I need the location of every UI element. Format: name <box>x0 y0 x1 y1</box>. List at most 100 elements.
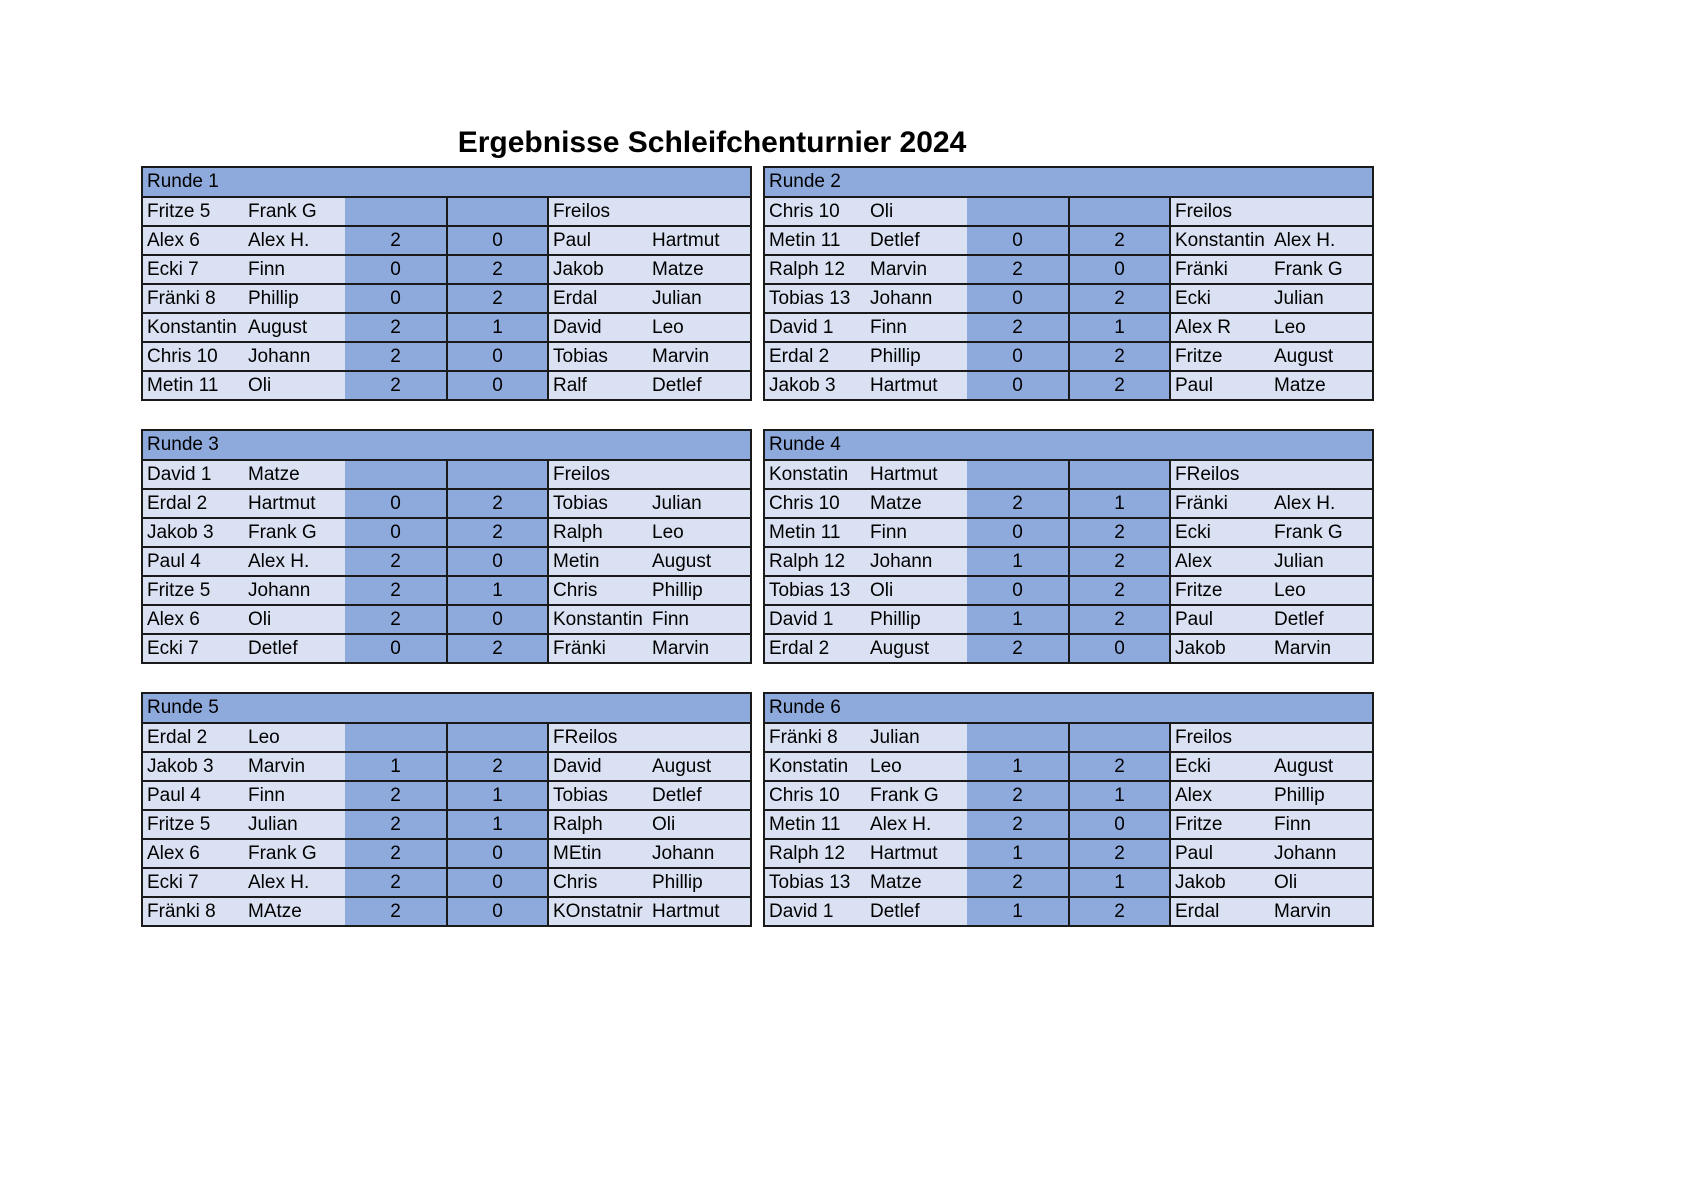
home-player-1: Fränki 8 <box>143 285 244 312</box>
home-score: 2 <box>345 227 446 254</box>
away-player-2: Leo <box>648 519 750 546</box>
home-player-2: Alex H. <box>244 869 345 896</box>
home-score: 2 <box>967 635 1068 662</box>
home-score: 0 <box>345 519 446 546</box>
away-player-2: Phillip <box>648 577 750 604</box>
away-score: 2 <box>1068 898 1169 925</box>
away-player-2 <box>648 198 750 225</box>
away-player-2: Julian <box>1270 285 1372 312</box>
home-score: 2 <box>967 811 1068 838</box>
away-player-1: Fränki <box>547 635 648 662</box>
home-score: 0 <box>967 227 1068 254</box>
home-player-2: Oli <box>244 372 345 399</box>
away-player-2: Julian <box>648 490 750 517</box>
match-row: Konstantin August 2 1 David Leo <box>143 314 750 343</box>
match-row: Ecki 7 Detlef 0 2 Fränki Marvin <box>143 635 750 662</box>
away-player-2: Hartmut <box>648 227 750 254</box>
away-score: 2 <box>1068 606 1169 633</box>
away-score: 1 <box>1068 782 1169 809</box>
away-player-1: Metin <box>547 548 648 575</box>
away-player-1: Fränki <box>1169 490 1270 517</box>
match-row: Erdal 2 Leo FReilos <box>143 724 750 753</box>
home-score: 2 <box>345 869 446 896</box>
match-row: Fritze 5 Johann 2 1 Chris Phillip <box>143 577 750 606</box>
match-row: Alex 6 Frank G 2 0 MEtin Johann <box>143 840 750 869</box>
away-score: 1 <box>1068 490 1169 517</box>
home-player-1: David 1 <box>765 606 866 633</box>
away-player-1: Chris <box>547 869 648 896</box>
home-player-1: Chris 10 <box>765 782 866 809</box>
home-player-2: Matze <box>244 461 345 488</box>
match-row: David 1 Phillip 1 2 Paul Detlef <box>765 606 1372 635</box>
away-score <box>446 724 547 751</box>
away-player-2 <box>1270 724 1372 751</box>
away-player-1: Jakob <box>1169 869 1270 896</box>
home-player-1: Jakob 3 <box>143 519 244 546</box>
match-row: Fränki 8 Julian Freilos <box>765 724 1372 753</box>
away-player-2: Marvin <box>1270 898 1372 925</box>
away-player-1: FReilos <box>547 724 648 751</box>
home-player-1: Tobias 13 <box>765 869 866 896</box>
away-player-2: Leo <box>1270 577 1372 604</box>
away-player-2 <box>648 724 750 751</box>
home-player-2: Alex H. <box>244 227 345 254</box>
away-score: 0 <box>446 898 547 925</box>
away-score: 2 <box>446 753 547 780</box>
away-player-1: MEtin <box>547 840 648 867</box>
away-player-1: Tobias <box>547 782 648 809</box>
home-player-2: Finn <box>244 256 345 283</box>
home-player-2: Frank G <box>244 198 345 225</box>
home-player-2: Johann <box>244 577 345 604</box>
home-score: 2 <box>967 869 1068 896</box>
away-player-2: Marvin <box>1270 635 1372 662</box>
home-player-1: Ecki 7 <box>143 869 244 896</box>
home-player-2: Oli <box>244 606 345 633</box>
away-player-1: FReilos <box>1169 461 1270 488</box>
away-player-1: Fritze <box>1169 577 1270 604</box>
home-player-2: Johann <box>244 343 345 370</box>
home-player-1: Ralph 12 <box>765 256 866 283</box>
home-player-2: Hartmut <box>866 372 967 399</box>
away-player-2: Alex H. <box>1270 227 1372 254</box>
home-score: 0 <box>967 519 1068 546</box>
away-player-1: Konstantin <box>547 606 648 633</box>
away-player-1: Ecki <box>1169 519 1270 546</box>
away-player-1: Alex R <box>1169 314 1270 341</box>
away-player-2 <box>1270 198 1372 225</box>
home-player-2: Alex H. <box>244 548 345 575</box>
match-row: Chris 10 Oli Freilos <box>765 198 1372 227</box>
home-player-2: August <box>866 635 967 662</box>
home-score: 0 <box>967 372 1068 399</box>
away-player-1: Fritze <box>1169 811 1270 838</box>
home-score: 0 <box>967 343 1068 370</box>
home-player-2: Alex H. <box>866 811 967 838</box>
away-score: 1 <box>1068 314 1169 341</box>
match-row: Alex 6 Oli 2 0 Konstantin Finn <box>143 606 750 635</box>
match-row: Jakob 3 Marvin 1 2 David August <box>143 753 750 782</box>
away-score: 2 <box>446 256 547 283</box>
away-score: 1 <box>446 782 547 809</box>
away-player-1: Ecki <box>1169 753 1270 780</box>
home-score <box>967 461 1068 488</box>
round-header: Runde 3 <box>143 431 750 461</box>
away-player-2 <box>648 461 750 488</box>
away-player-1: Fränki <box>1169 256 1270 283</box>
away-player-2 <box>1270 461 1372 488</box>
home-player-1: Paul 4 <box>143 782 244 809</box>
away-score: 1 <box>446 577 547 604</box>
away-score: 0 <box>446 227 547 254</box>
match-row: Erdal 2 Phillip 0 2 Fritze August <box>765 343 1372 372</box>
match-row: Jakob 3 Frank G 0 2 Ralph Leo <box>143 519 750 548</box>
match-row: Chris 10 Johann 2 0 Tobias Marvin <box>143 343 750 372</box>
away-player-2: Frank G <box>1270 519 1372 546</box>
home-player-2: Finn <box>866 519 967 546</box>
round-header: Runde 1 <box>143 168 750 198</box>
away-score: 0 <box>446 372 547 399</box>
away-player-2: Finn <box>648 606 750 633</box>
away-score <box>1068 461 1169 488</box>
away-player-1: Freilos <box>547 461 648 488</box>
home-player-1: Ralph 12 <box>765 548 866 575</box>
home-player-1: Fritze 5 <box>143 577 244 604</box>
home-player-2: Phillip <box>244 285 345 312</box>
match-row: Alex 6 Alex H. 2 0 Paul Hartmut <box>143 227 750 256</box>
